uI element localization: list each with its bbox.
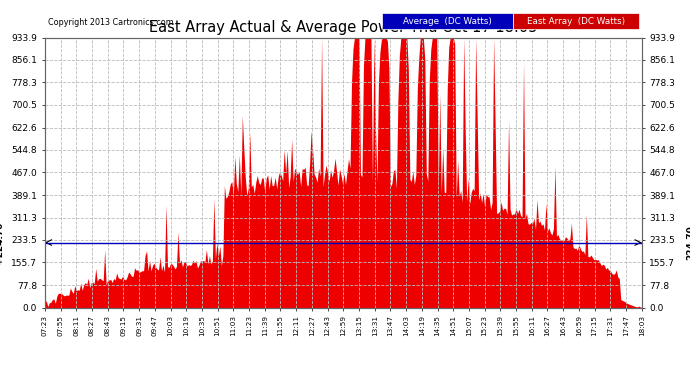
Text: East Array  (DC Watts): East Array (DC Watts) [527,17,625,26]
Text: +224.70: +224.70 [0,221,4,264]
FancyBboxPatch shape [382,13,513,29]
Text: Average  (DC Watts): Average (DC Watts) [403,17,492,26]
Text: Copyright 2013 Cartronics.com: Copyright 2013 Cartronics.com [48,18,174,27]
Text: 224.70: 224.70 [687,225,690,260]
FancyBboxPatch shape [513,13,639,29]
Title: East Array Actual & Average Power Thu Oct 17 18:05: East Array Actual & Average Power Thu Oc… [149,20,538,35]
